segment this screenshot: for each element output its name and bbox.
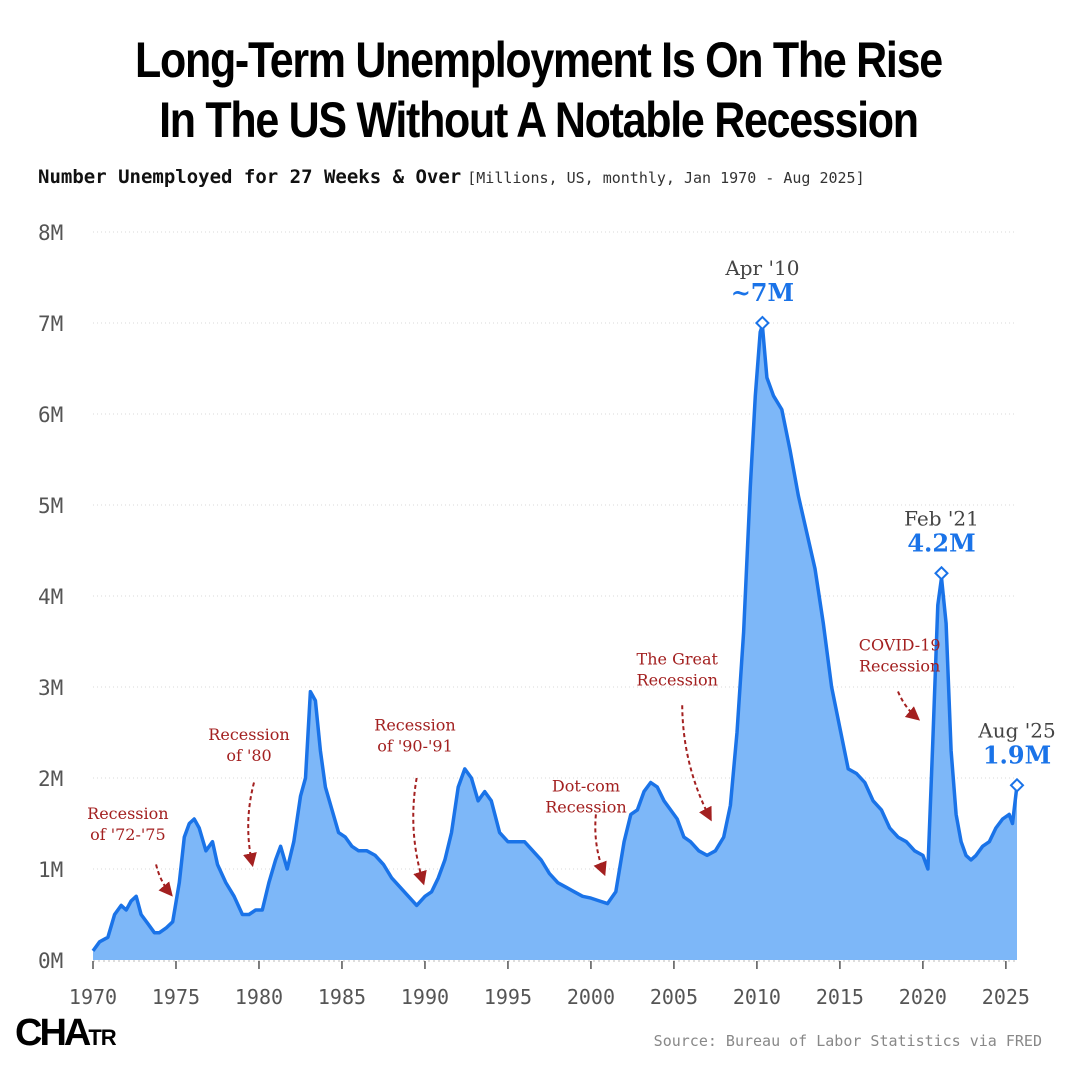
annotation-label: Recession — [208, 725, 289, 744]
x-tick-label: 1980 — [235, 985, 283, 1009]
annotation-label: Dot-com — [552, 777, 620, 796]
x-tick-label: 2020 — [899, 985, 947, 1009]
annotation-label: of '80 — [226, 746, 271, 765]
y-tick-label: 0M — [38, 949, 63, 973]
annotation-arrow — [412, 777, 427, 886]
annotation-arrow — [897, 691, 921, 721]
plot-area — [91, 323, 1019, 960]
callout-value: 4.2M — [907, 528, 975, 557]
axes: 0M 1M 2M 3M 4M 5M 6M 7M 8M 1970 1975 1980 1985 1990 19… — [38, 221, 1030, 1009]
y-tick-label: 2M — [38, 767, 63, 791]
callout-date: Apr '10 — [724, 256, 799, 280]
x-tick-label: 1985 — [318, 985, 366, 1009]
y-tick-label: 5M — [38, 494, 63, 518]
subtitle-main: Number Unemployed for 27 Weeks & Over — [38, 166, 462, 188]
x-tick-label: 2000 — [567, 985, 615, 1009]
x-tick-label: 1995 — [484, 985, 532, 1009]
peak-callout: Feb '214.2M — [904, 506, 979, 581]
recession-annotation: Recession of '80 — [208, 725, 290, 868]
annotation-label: of '90-'91 — [377, 737, 453, 756]
x-tick-label: 2025 — [982, 985, 1030, 1009]
area-chart: 0M 1M 2M 3M 4M 5M 6M 7M 8M 1970 1975 1980 1985 1990 19… — [38, 221, 1056, 1009]
annotation-arrow — [681, 705, 712, 822]
x-tick-label: 1970 — [69, 985, 117, 1009]
recession-annotation: Recession of '90-'91 — [374, 716, 456, 886]
annotation-arrow — [155, 864, 173, 897]
series-area-fill — [93, 325, 1017, 960]
recession-annotation: Recession of '72-'75 — [87, 804, 173, 897]
annotation-label: of '72-'75 — [90, 825, 166, 844]
annotation-arrow — [593, 814, 607, 877]
annotation-label: Recession — [87, 804, 168, 823]
y-tick-label: 1M — [38, 858, 63, 882]
subtitle-meta: [Millions, US, monthly, Jan 1970 - Aug 2… — [467, 169, 865, 187]
title-line-1: Long-Term Unemployment Is On The Rise — [135, 32, 943, 88]
title-line-2: In The US Without A Notable Recession — [159, 92, 919, 148]
x-tick-label: 1975 — [152, 985, 200, 1009]
peak-callout: Apr '10~7M — [724, 256, 799, 331]
y-tick-label: 6M — [38, 403, 63, 427]
subtitle: Number Unemployed for 27 Weeks & Over [Mi… — [38, 166, 865, 188]
y-tick-label: 3M — [38, 676, 63, 700]
diamond-marker — [754, 315, 770, 331]
y-tick-label: 4M — [38, 585, 63, 609]
x-tick-label: 2005 — [650, 985, 698, 1009]
value-callouts: Apr '10~7M Feb '214.2M Aug '251.9M — [724, 256, 1056, 793]
x-tick-label: 2010 — [733, 985, 781, 1009]
annotation-label: The Great — [637, 649, 719, 668]
x-tick-label: 1990 — [401, 985, 449, 1009]
x-tick-label: 2015 — [816, 985, 864, 1009]
annotation-label: Recession — [859, 657, 940, 676]
y-tick-label: 8M — [38, 221, 63, 245]
source-note: Source: Bureau of Labor Statistics via F… — [653, 1032, 1042, 1050]
recession-annotation: The Great Recession — [637, 649, 719, 822]
callout-value: ~7M — [731, 278, 794, 307]
y-tick-label: 7M — [38, 312, 63, 336]
chart-title: Long-Term Unemployment Is On The Rise In… — [75, 30, 1001, 150]
diamond-marker — [934, 565, 949, 581]
callout-date: Aug '25 — [977, 718, 1055, 742]
annotation-label: Recession — [374, 716, 455, 735]
callout-date: Feb '21 — [904, 506, 979, 530]
diamond-marker — [1009, 777, 1025, 793]
peak-callout: Aug '251.9M — [977, 718, 1056, 793]
annotation-label: Recession — [545, 798, 626, 817]
annotation-label: Recession — [637, 670, 718, 689]
recession-annotation: COVID-19 Recession — [859, 636, 941, 721]
series-line — [91, 323, 1019, 952]
chartr-logo: CHATR — [15, 1012, 117, 1054]
recession-annotation: Dot-com Recession — [545, 777, 627, 877]
annotation-arrow — [243, 782, 257, 868]
grid-lines — [93, 231, 1017, 870]
annotation-label: COVID-19 — [859, 636, 941, 655]
callout-value: 1.9M — [983, 740, 1051, 769]
